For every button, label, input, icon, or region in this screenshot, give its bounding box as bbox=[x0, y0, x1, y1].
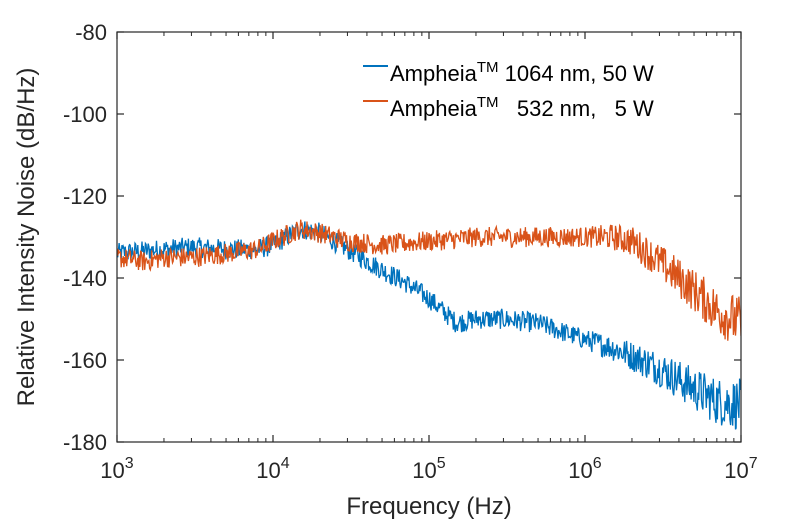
x-tick-exp: 6 bbox=[593, 455, 602, 472]
x-tick-base: 10 bbox=[412, 458, 436, 483]
x-tick-label: 104 bbox=[256, 455, 289, 483]
x-tick-exp: 7 bbox=[749, 455, 758, 472]
y-tick-label: -80 bbox=[75, 20, 107, 45]
x-tick-exp: 3 bbox=[125, 455, 134, 472]
label-layer: 103 104 105 106 107-80-100-120-140-160-180 bbox=[63, 20, 758, 483]
legend-label-532nm: AmpheiaTM 532 nm, 5 W bbox=[390, 94, 654, 121]
y-tick-label: -180 bbox=[63, 430, 107, 455]
legend-name-main: Ampheia bbox=[390, 96, 478, 121]
x-tick-base: 10 bbox=[100, 458, 124, 483]
y-tick-label: -140 bbox=[63, 266, 107, 291]
legend: AmpheiaTM 1064 nm, 50 W AmpheiaTM 532 nm… bbox=[363, 59, 654, 121]
series-line-1 bbox=[117, 219, 741, 341]
legend-name-sup: TM bbox=[477, 59, 499, 76]
legend-label-1064nm: AmpheiaTM 1064 nm, 50 W bbox=[390, 59, 654, 86]
legend-name-rest: 532 nm, 5 W bbox=[499, 96, 655, 121]
legend-name-sup: TM bbox=[477, 94, 499, 111]
y-axis-title: Relative Intensity Noise (dB/Hz) bbox=[13, 68, 40, 407]
y-tick-label: -160 bbox=[63, 348, 107, 373]
legend-name-main: Ampheia bbox=[390, 61, 478, 86]
x-tick-base: 10 bbox=[256, 458, 280, 483]
tick-layer bbox=[116, 31, 742, 443]
x-tick-label: 103 bbox=[100, 455, 133, 483]
x-tick-base: 10 bbox=[568, 458, 592, 483]
x-tick-exp: 5 bbox=[437, 455, 446, 472]
x-axis-title: Frequency (Hz) bbox=[346, 493, 511, 520]
series-line-0 bbox=[117, 221, 741, 430]
x-tick-base: 10 bbox=[724, 458, 748, 483]
legend-name-rest: 1064 nm, 50 W bbox=[499, 61, 655, 86]
y-tick-label: -100 bbox=[63, 102, 107, 127]
x-tick-exp: 4 bbox=[281, 455, 290, 472]
x-tick-label: 107 bbox=[724, 455, 757, 483]
x-tick-label: 105 bbox=[412, 455, 445, 483]
y-tick-label: -120 bbox=[63, 184, 107, 209]
series-layer bbox=[117, 219, 741, 430]
x-tick-label: 106 bbox=[568, 455, 601, 483]
